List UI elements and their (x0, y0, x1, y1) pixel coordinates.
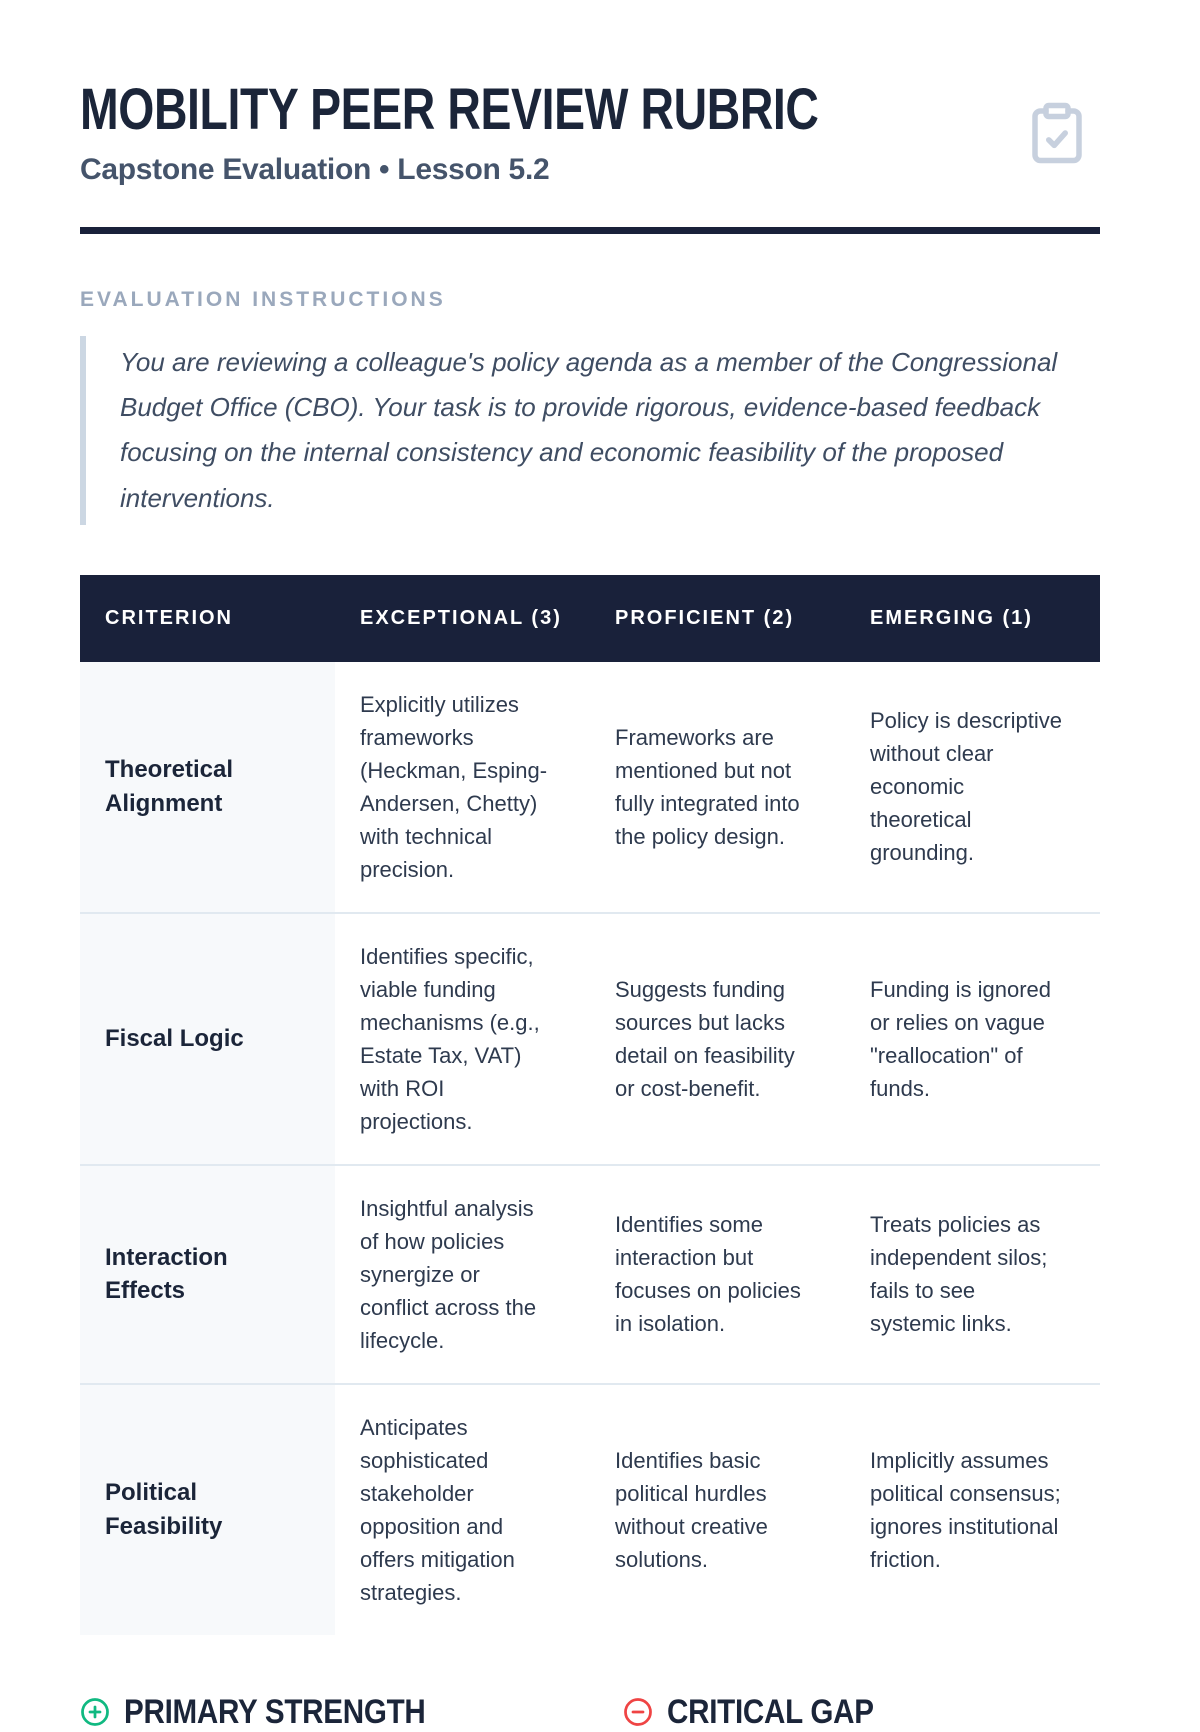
rubric-table: CRITERION EXCEPTIONAL (3) PROFICIENT (2)… (80, 574, 1100, 1635)
table-row: Theoretical Alignment Explicitly utilize… (80, 661, 1100, 913)
cell-exceptional: Identifies specific, viable funding mech… (360, 943, 540, 1134)
primary-strength-label: PRIMARY STRENGTH (124, 1692, 426, 1731)
cell-emerging: Policy is descriptive without clear econ… (870, 708, 1062, 866)
table-row: Interaction Effects Insightful analysis … (80, 1164, 1100, 1384)
cell-proficient: Frameworks are mentioned but not fully i… (615, 724, 800, 849)
table-row: Fiscal Logic Identifies specific, viable… (80, 912, 1100, 1165)
plus-circle-icon (80, 1697, 110, 1727)
cell-emerging: Treats policies as independent silos; fa… (870, 1212, 1048, 1337)
cell-emerging: Implicitly assumes political consensus; … (870, 1447, 1061, 1572)
cell-exceptional: Insightful analysis of how policies syne… (360, 1195, 537, 1353)
cell-exceptional: Explicitly utilizes frameworks (Heckman,… (360, 691, 548, 882)
criterion-label: Political Feasibility (80, 1383, 335, 1635)
cell-exceptional: Anticipates sophisticated stakeholder op… (360, 1414, 515, 1605)
primary-strength-section: PRIMARY STRENGTH (80, 1693, 558, 1732)
criterion-label: Interaction Effects (80, 1164, 335, 1384)
page-subtitle: Capstone Evaluation • Lesson 5.2 (80, 152, 550, 186)
cell-proficient: Identifies some interaction but focuses … (615, 1212, 801, 1337)
feedback-sections: PRIMARY STRENGTH CRITICAL GAP (80, 1693, 1100, 1732)
cell-proficient: Identifies basic political hurdles witho… (615, 1447, 768, 1572)
minus-circle-icon (623, 1697, 653, 1727)
critical-gap-label: CRITICAL GAP (666, 1692, 874, 1731)
column-header-proficient: PROFICIENT (2) (590, 574, 845, 662)
cell-emerging: Funding is ignored or relies on vague "r… (870, 976, 1052, 1101)
page-header: MOBILITY PEER REVIEW RUBRIC Capstone Eva… (80, 77, 1100, 234)
instructions-label: EVALUATION INSTRUCTIONS (80, 287, 446, 311)
page-title: MOBILITY PEER REVIEW RUBRIC (80, 77, 819, 142)
rubric-page: MOBILITY PEER REVIEW RUBRIC Capstone Eva… (80, 0, 1100, 1732)
instructions-section: EVALUATION INSTRUCTIONS You are reviewin… (80, 288, 1100, 525)
table-row: Political Feasibility Anticipates sophis… (80, 1383, 1100, 1635)
header-divider (80, 226, 1100, 234)
clipboard-check-icon (1024, 92, 1090, 174)
criterion-label: Fiscal Logic (80, 912, 335, 1165)
title-block: MOBILITY PEER REVIEW RUBRIC Capstone Eva… (80, 77, 1003, 187)
instructions-quote: You are reviewing a colleague's policy a… (80, 335, 1078, 525)
critical-gap-section: CRITICAL GAP (623, 1693, 1101, 1732)
rubric-header-row: CRITERION EXCEPTIONAL (3) PROFICIENT (2)… (80, 574, 1100, 662)
column-header-criterion: CRITERION (80, 574, 335, 662)
column-header-emerging: EMERGING (1) (845, 574, 1100, 662)
criterion-label: Theoretical Alignment (80, 661, 335, 913)
cell-proficient: Suggests funding sources but lacks detai… (615, 976, 795, 1101)
column-header-exceptional: EXCEPTIONAL (3) (335, 574, 590, 662)
